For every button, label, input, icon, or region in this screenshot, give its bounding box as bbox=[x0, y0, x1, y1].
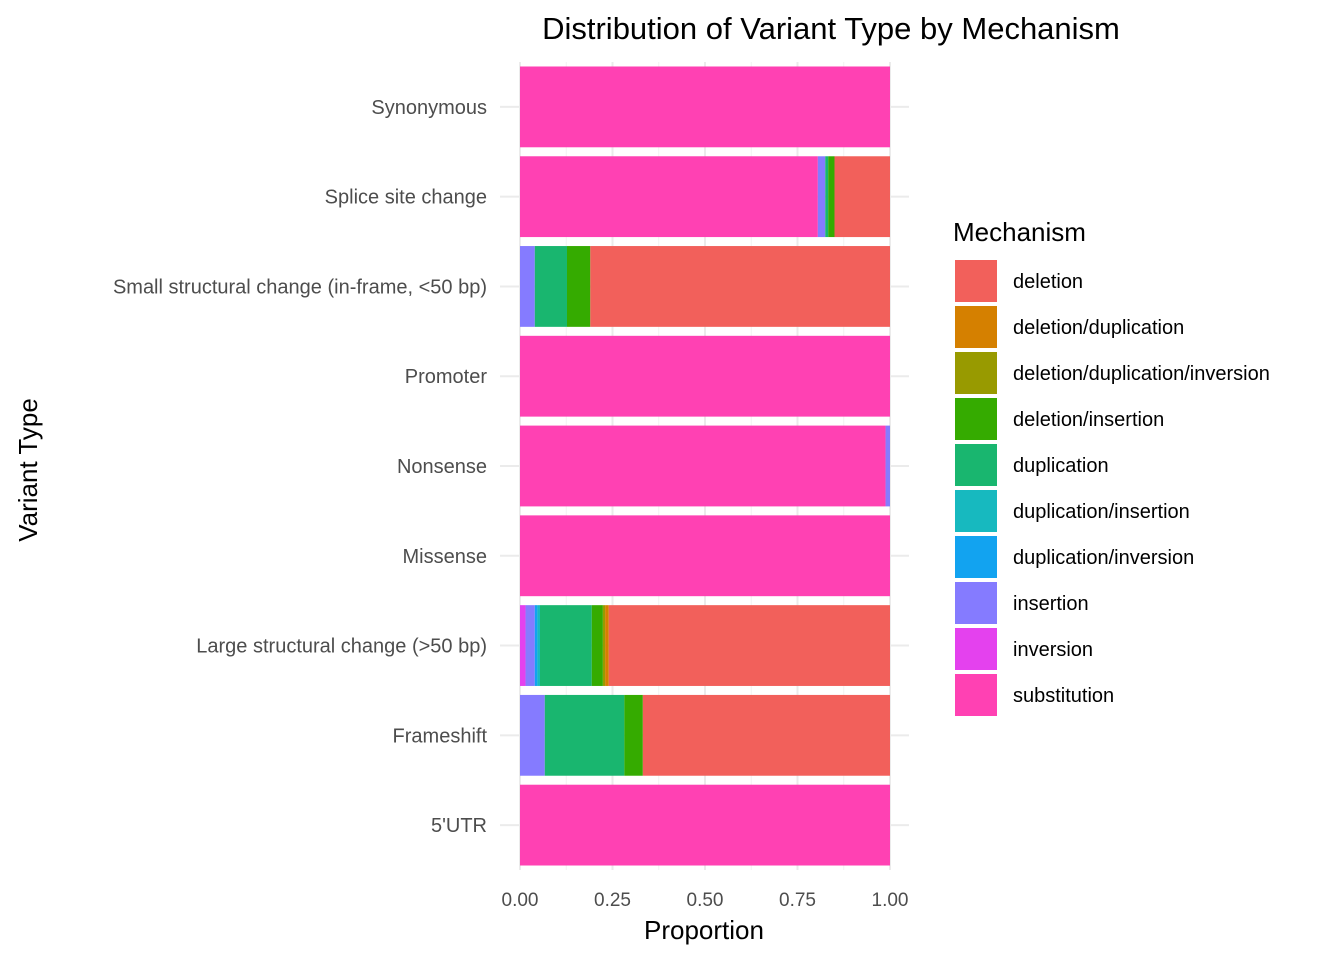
legend-swatch-deletion bbox=[955, 260, 997, 302]
bar-splice-site-change-deletion bbox=[834, 156, 890, 238]
bar-synonymous-substitution bbox=[520, 66, 890, 148]
legend-label-deletion-duplication: deletion/duplication bbox=[1013, 317, 1184, 339]
legend-swatch-deletion-insertion bbox=[955, 398, 997, 440]
bar-large-structural-change-50-bp-deletion-insertion bbox=[591, 605, 603, 686]
bar-small-structural-change-in-frame-50-bp-deletion-insertion bbox=[566, 246, 591, 327]
bar-nonsense-insertion bbox=[885, 425, 890, 507]
legend-label-duplication: duplication bbox=[1013, 455, 1109, 477]
y-tick-label: Nonsense bbox=[397, 456, 487, 478]
bar-frameshift-insertion bbox=[520, 694, 545, 776]
bar-5-utr-substitution bbox=[520, 784, 890, 866]
bar-nonsense-substitution bbox=[520, 425, 886, 507]
bar-frameshift-duplication bbox=[544, 694, 625, 776]
x-tick-label: 0.50 bbox=[687, 890, 724, 911]
y-tick-label: Large structural change (>50 bp) bbox=[196, 636, 487, 658]
legend-title: Mechanism bbox=[953, 217, 1086, 247]
bar-small-structural-change-in-frame-50-bp-deletion bbox=[590, 246, 890, 327]
legend-swatch-deletion-duplication bbox=[955, 306, 997, 348]
legend-swatch-insertion bbox=[955, 582, 997, 624]
x-axis-title: Proportion bbox=[644, 915, 764, 945]
bar-splice-site-change-duplication bbox=[825, 156, 829, 238]
bar-splice-site-change-substitution bbox=[520, 156, 818, 238]
legend-swatch-substitution bbox=[955, 674, 997, 716]
legend-swatch-duplication bbox=[955, 444, 997, 486]
bar-large-structural-change-50-bp-deletion bbox=[608, 605, 890, 686]
bar-missense-substitution bbox=[520, 515, 890, 597]
x-tick-labels: 0.00 0.25 0.50 0.75 1.00 bbox=[502, 890, 909, 911]
y-axis-title: Variant Type bbox=[13, 398, 43, 542]
legend: Mechanism deletion deletion/duplication de… bbox=[953, 217, 1270, 716]
bar-large-structural-change-50-bp-deletion-duplication bbox=[605, 605, 609, 686]
legend-swatch-deletion-duplication-inversion bbox=[955, 352, 997, 394]
legend-label-inversion: inversion bbox=[1013, 639, 1093, 661]
y-tick-label: 5'UTR bbox=[431, 815, 487, 837]
legend-label-duplication-insertion: duplication/insertion bbox=[1013, 501, 1190, 523]
bar-large-structural-change-50-bp-insertion bbox=[525, 605, 535, 686]
legend-swatch-duplication-inversion bbox=[955, 536, 997, 578]
x-tick-label: 0.75 bbox=[779, 890, 816, 911]
y-tick-labels: Synonymous Splice site change Small struct… bbox=[113, 97, 488, 837]
bar-large-structural-change-50-bp-duplication-insertion bbox=[537, 605, 540, 686]
x-tick-label: 1.00 bbox=[872, 890, 909, 911]
bar-large-structural-change-50-bp-deletion-duplication-inversion bbox=[602, 605, 606, 686]
y-tick-label: Promoter bbox=[405, 366, 488, 388]
y-tick-label: Frameshift bbox=[393, 725, 488, 747]
legend-label-deletion-duplication-inversion: deletion/duplication/inversion bbox=[1013, 363, 1270, 385]
y-tick-label: Synonymous bbox=[371, 97, 487, 119]
x-tick-label: 0.25 bbox=[594, 890, 631, 911]
y-tick-label: Missense bbox=[403, 546, 487, 568]
bar-small-structural-change-in-frame-50-bp-insertion bbox=[520, 246, 535, 327]
y-tick-label: Splice site change bbox=[325, 187, 487, 209]
legend-label-substitution: substitution bbox=[1013, 685, 1114, 707]
chart-title: Distribution of Variant Type by Mechanis… bbox=[542, 11, 1120, 46]
legend-label-deletion: deletion bbox=[1013, 271, 1083, 293]
legend-swatch-duplication-insertion bbox=[955, 490, 997, 532]
legend-label-deletion-insertion: deletion/insertion bbox=[1013, 409, 1164, 431]
bar-promoter-substitution bbox=[520, 335, 890, 417]
x-tick-label: 0.00 bbox=[502, 890, 539, 911]
bar-frameshift-deletion-insertion bbox=[624, 694, 643, 776]
bar-splice-site-change-deletion-insertion bbox=[828, 156, 835, 238]
bar-large-structural-change-50-bp-duplication-inversion bbox=[534, 605, 538, 686]
legend-label-duplication-inversion: duplication/inversion bbox=[1013, 547, 1194, 569]
bars-layer bbox=[520, 66, 890, 866]
bar-large-structural-change-50-bp-duplication bbox=[539, 605, 592, 686]
legend-swatch-inversion bbox=[955, 628, 997, 670]
bar-large-structural-change-50-bp-inversion bbox=[520, 605, 526, 686]
bar-splice-site-change-insertion bbox=[817, 156, 826, 238]
y-tick-label: Small structural change (in-frame, <50 b… bbox=[113, 276, 487, 298]
bar-frameshift-deletion bbox=[642, 694, 890, 776]
bar-small-structural-change-in-frame-50-bp-duplication bbox=[534, 246, 567, 327]
legend-label-insertion: insertion bbox=[1013, 593, 1089, 615]
